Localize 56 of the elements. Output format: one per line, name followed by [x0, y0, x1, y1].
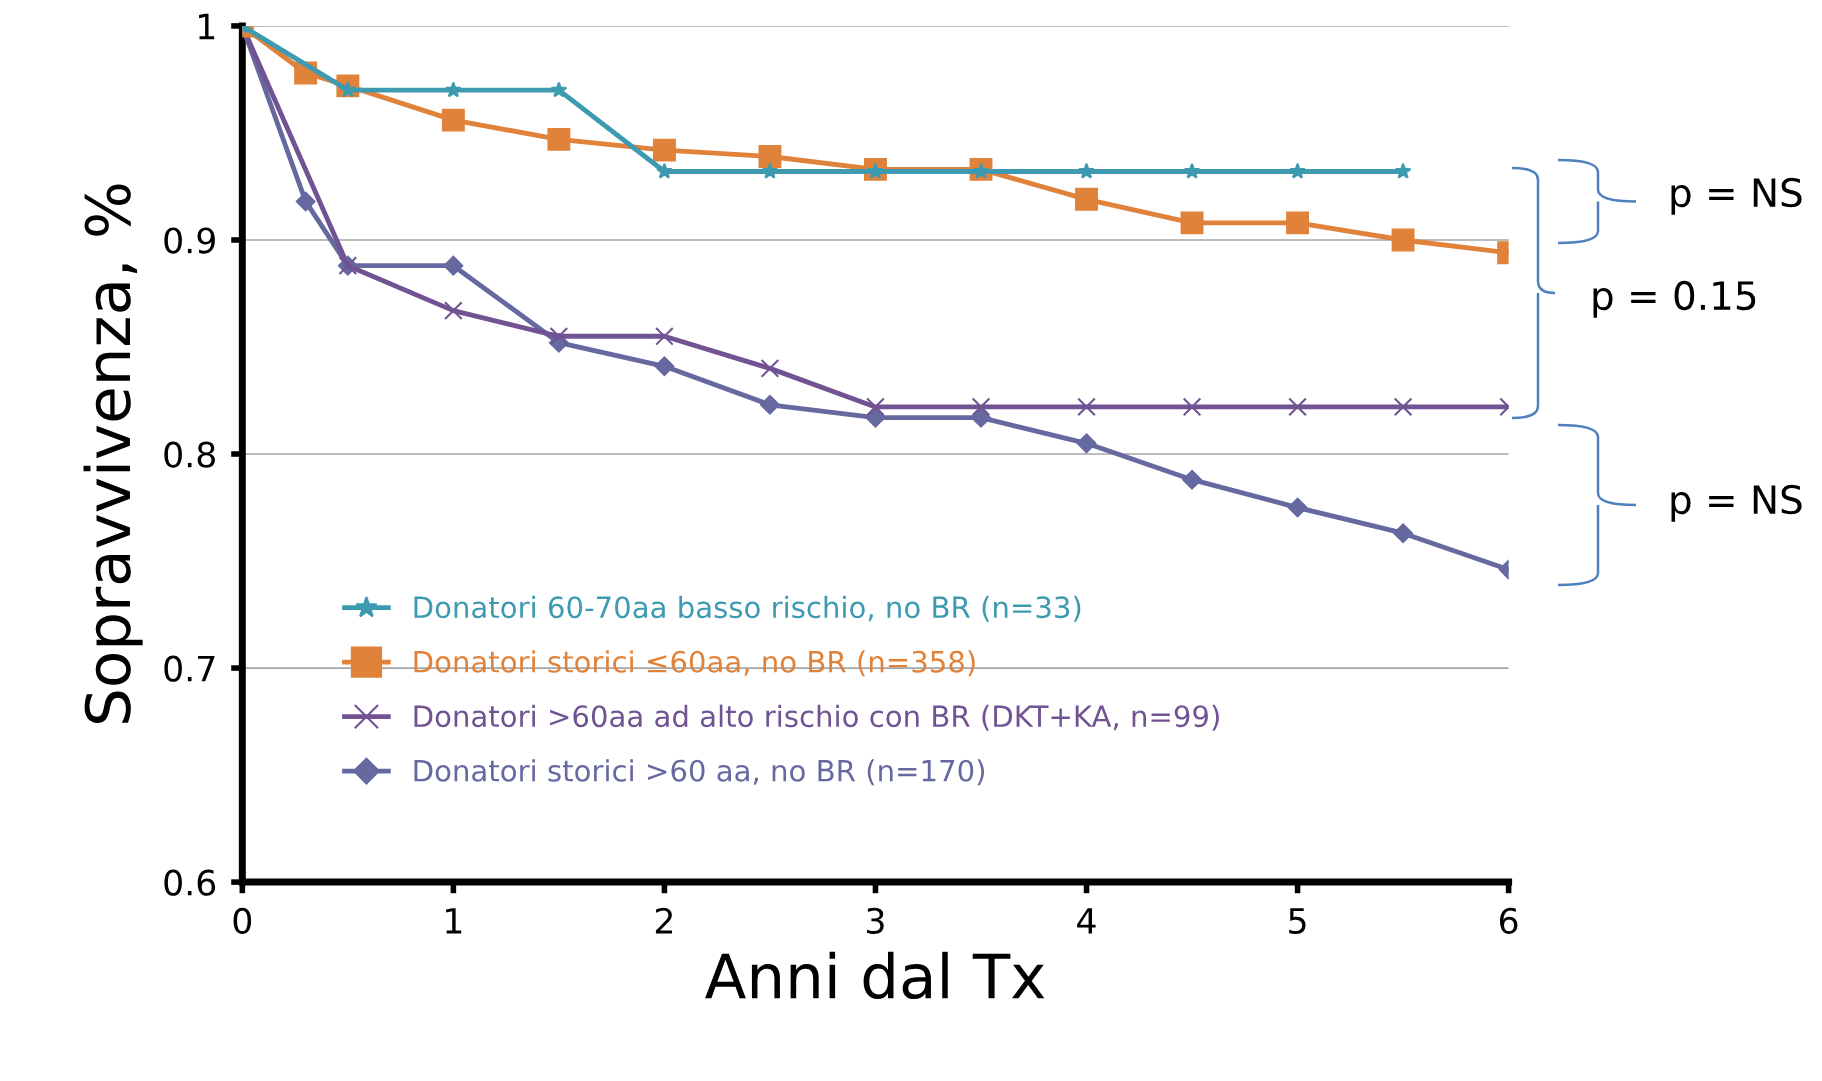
- point: [1391, 228, 1415, 252]
- legend-label: Donatori storici ≤60aa, no BR (n=358): [414, 650, 975, 677]
- y-tick-label: 0.8: [164, 441, 215, 468]
- text: p = 0.15: [1593, 280, 1756, 318]
- point: [1289, 162, 1306, 179]
- x-tick-label: 2: [655, 907, 672, 934]
- legend-label: Donatori storici >60 aa, no BR (n=170): [414, 759, 985, 786]
- point: [655, 326, 674, 346]
- point: [761, 162, 779, 179]
- x-tick-label: 6: [1500, 907, 1518, 934]
- x-tick-label: 5: [1289, 908, 1306, 934]
- point: [444, 301, 463, 320]
- x-tick-label: 1: [446, 908, 462, 934]
- point: [547, 127, 571, 151]
- point: [1078, 162, 1095, 179]
- y-tick-label: 1: [199, 13, 215, 40]
- point: [1288, 397, 1307, 417]
- point: [295, 191, 316, 212]
- point: [1393, 397, 1413, 417]
- point: [1180, 211, 1204, 235]
- point: [1286, 211, 1310, 235]
- point: [654, 356, 675, 377]
- point: [1394, 162, 1412, 179]
- point: [656, 162, 673, 179]
- y-axis-title: Sopravvivenza, %: [83, 184, 143, 723]
- point: [1183, 162, 1201, 179]
- text: p = NS: [1671, 484, 1802, 522]
- point: [760, 394, 780, 415]
- point: [652, 138, 676, 162]
- point: [550, 81, 568, 98]
- point: [1075, 187, 1098, 211]
- y-tick-label: 0.7: [164, 655, 215, 682]
- legend-label: Donatori >60aa ad alto rischio con BR (DKT+KA, n=99): [414, 704, 1219, 731]
- x-tick-label: 0: [233, 907, 252, 934]
- point: [865, 407, 886, 428]
- point: [549, 326, 569, 346]
- point: [866, 397, 885, 417]
- point: [1182, 469, 1202, 490]
- point: [1393, 523, 1413, 544]
- x-axis-title: Anni dal Tx: [705, 951, 1045, 1000]
- point: [1287, 497, 1308, 518]
- point: [760, 359, 780, 378]
- x-tick-label: 3: [867, 907, 884, 934]
- point: [445, 81, 462, 98]
- point: [1076, 433, 1097, 454]
- x-tick-label: 4: [1077, 908, 1096, 934]
- text: p = NS: [1671, 177, 1802, 215]
- y-tick-label: 0.9: [164, 227, 215, 254]
- legend-label: Donatori 60-70aa basso rischio, no BR (n=33): [414, 595, 1081, 622]
- point: [758, 145, 782, 168]
- point: [971, 397, 991, 417]
- point: [1182, 397, 1202, 417]
- point: [443, 255, 464, 276]
- point: [1077, 397, 1096, 417]
- point: [441, 108, 465, 132]
- y-tick-label: 0.6: [164, 869, 216, 896]
